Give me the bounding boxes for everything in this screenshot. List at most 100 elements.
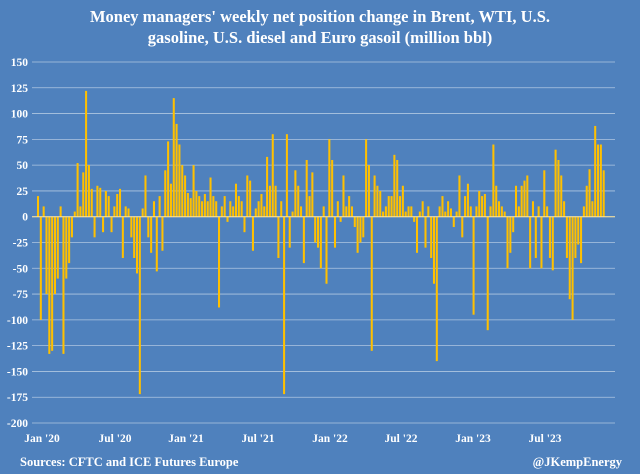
bar: [517, 206, 520, 217]
bar: [155, 216, 158, 272]
bar: [438, 206, 441, 217]
bar: [260, 194, 263, 217]
bar: [209, 177, 212, 217]
bar: [551, 216, 554, 271]
bar: [42, 206, 45, 217]
bar: [546, 206, 549, 217]
bar: [127, 208, 130, 217]
y-tick-label: 75: [17, 134, 29, 146]
bar: [135, 216, 139, 274]
bar: [588, 169, 591, 217]
x-tick-label: Jan '22: [312, 433, 348, 445]
bar: [554, 149, 557, 217]
bar: [444, 211, 447, 217]
bar: [356, 216, 359, 253]
bar: [322, 206, 325, 217]
bar: [367, 165, 370, 217]
bar-series: [36, 90, 605, 395]
bar: [486, 216, 489, 331]
bar: [461, 216, 464, 238]
bar: [336, 201, 339, 217]
bar: [478, 190, 481, 217]
bar: [178, 144, 181, 217]
bar: [68, 216, 71, 264]
bar: [350, 206, 353, 217]
bar: [537, 206, 540, 217]
bar: [580, 216, 583, 264]
bar: [534, 216, 537, 258]
bar: [70, 216, 73, 238]
bar: [288, 216, 291, 248]
bar: [529, 216, 532, 269]
bar: [599, 144, 602, 217]
y-tick-label: 150: [11, 57, 29, 69]
bar: [59, 206, 62, 217]
x-tick-label: Jan '20: [24, 433, 60, 445]
bar: [263, 206, 266, 217]
bar: [144, 175, 147, 217]
bar: [404, 211, 407, 217]
bar: [483, 194, 486, 217]
x-tick-label: Jan '23: [455, 433, 491, 445]
bar: [401, 185, 404, 217]
bar: [359, 216, 362, 243]
bar: [512, 216, 515, 233]
bar: [577, 216, 580, 245]
bar: [234, 183, 238, 217]
bar: [147, 216, 150, 238]
bar: [441, 196, 444, 217]
bar: [571, 216, 574, 320]
bar: [62, 216, 65, 354]
bar: [215, 201, 218, 217]
bar: [342, 175, 345, 217]
bar: [254, 208, 257, 217]
x-tick-label: Jul '21: [242, 433, 275, 445]
y-tick-label: -125: [7, 341, 28, 353]
bar: [107, 196, 110, 217]
bar: [435, 216, 438, 362]
bar: [308, 196, 311, 217]
bar: [300, 206, 303, 217]
y-tick-label: -75: [13, 289, 29, 301]
bar: [424, 216, 427, 248]
y-tick-label: -25: [13, 238, 29, 250]
bar: [133, 216, 136, 258]
bar: [418, 211, 421, 217]
bar: [76, 163, 79, 217]
bar: [543, 170, 546, 217]
bar: [257, 201, 260, 217]
bar: [563, 201, 566, 217]
bar: [348, 196, 351, 217]
bar: [503, 211, 506, 217]
bar: [557, 159, 560, 217]
bar: [119, 188, 122, 217]
bar: [373, 175, 376, 217]
y-tick-label: 125: [11, 83, 29, 95]
bar: [370, 216, 373, 351]
bar: [464, 196, 467, 217]
bar: [246, 175, 249, 217]
bar: [249, 180, 252, 217]
bar: [345, 206, 348, 217]
chart-title-line-2: gasoline, U.S. diesel and Euro gasoil (m…: [147, 28, 493, 47]
bar: [223, 196, 226, 217]
bar: [218, 216, 221, 308]
y-tick-label: -100: [7, 315, 28, 327]
bar: [314, 216, 317, 243]
bar: [582, 206, 585, 217]
bar: [268, 185, 271, 217]
bar: [455, 211, 458, 217]
bar: [274, 185, 277, 217]
bar: [184, 175, 187, 217]
y-tick-label: -150: [7, 366, 28, 378]
bar: [396, 159, 399, 217]
bar: [102, 216, 105, 233]
bar: [305, 159, 308, 217]
bar: [540, 216, 543, 269]
bar: [410, 206, 413, 217]
bar: [475, 206, 478, 217]
chart-title: Money managers' weekly net position chan…: [0, 6, 640, 48]
bar: [39, 216, 42, 320]
y-tick-label: -200: [7, 418, 28, 430]
bar: [220, 206, 223, 217]
